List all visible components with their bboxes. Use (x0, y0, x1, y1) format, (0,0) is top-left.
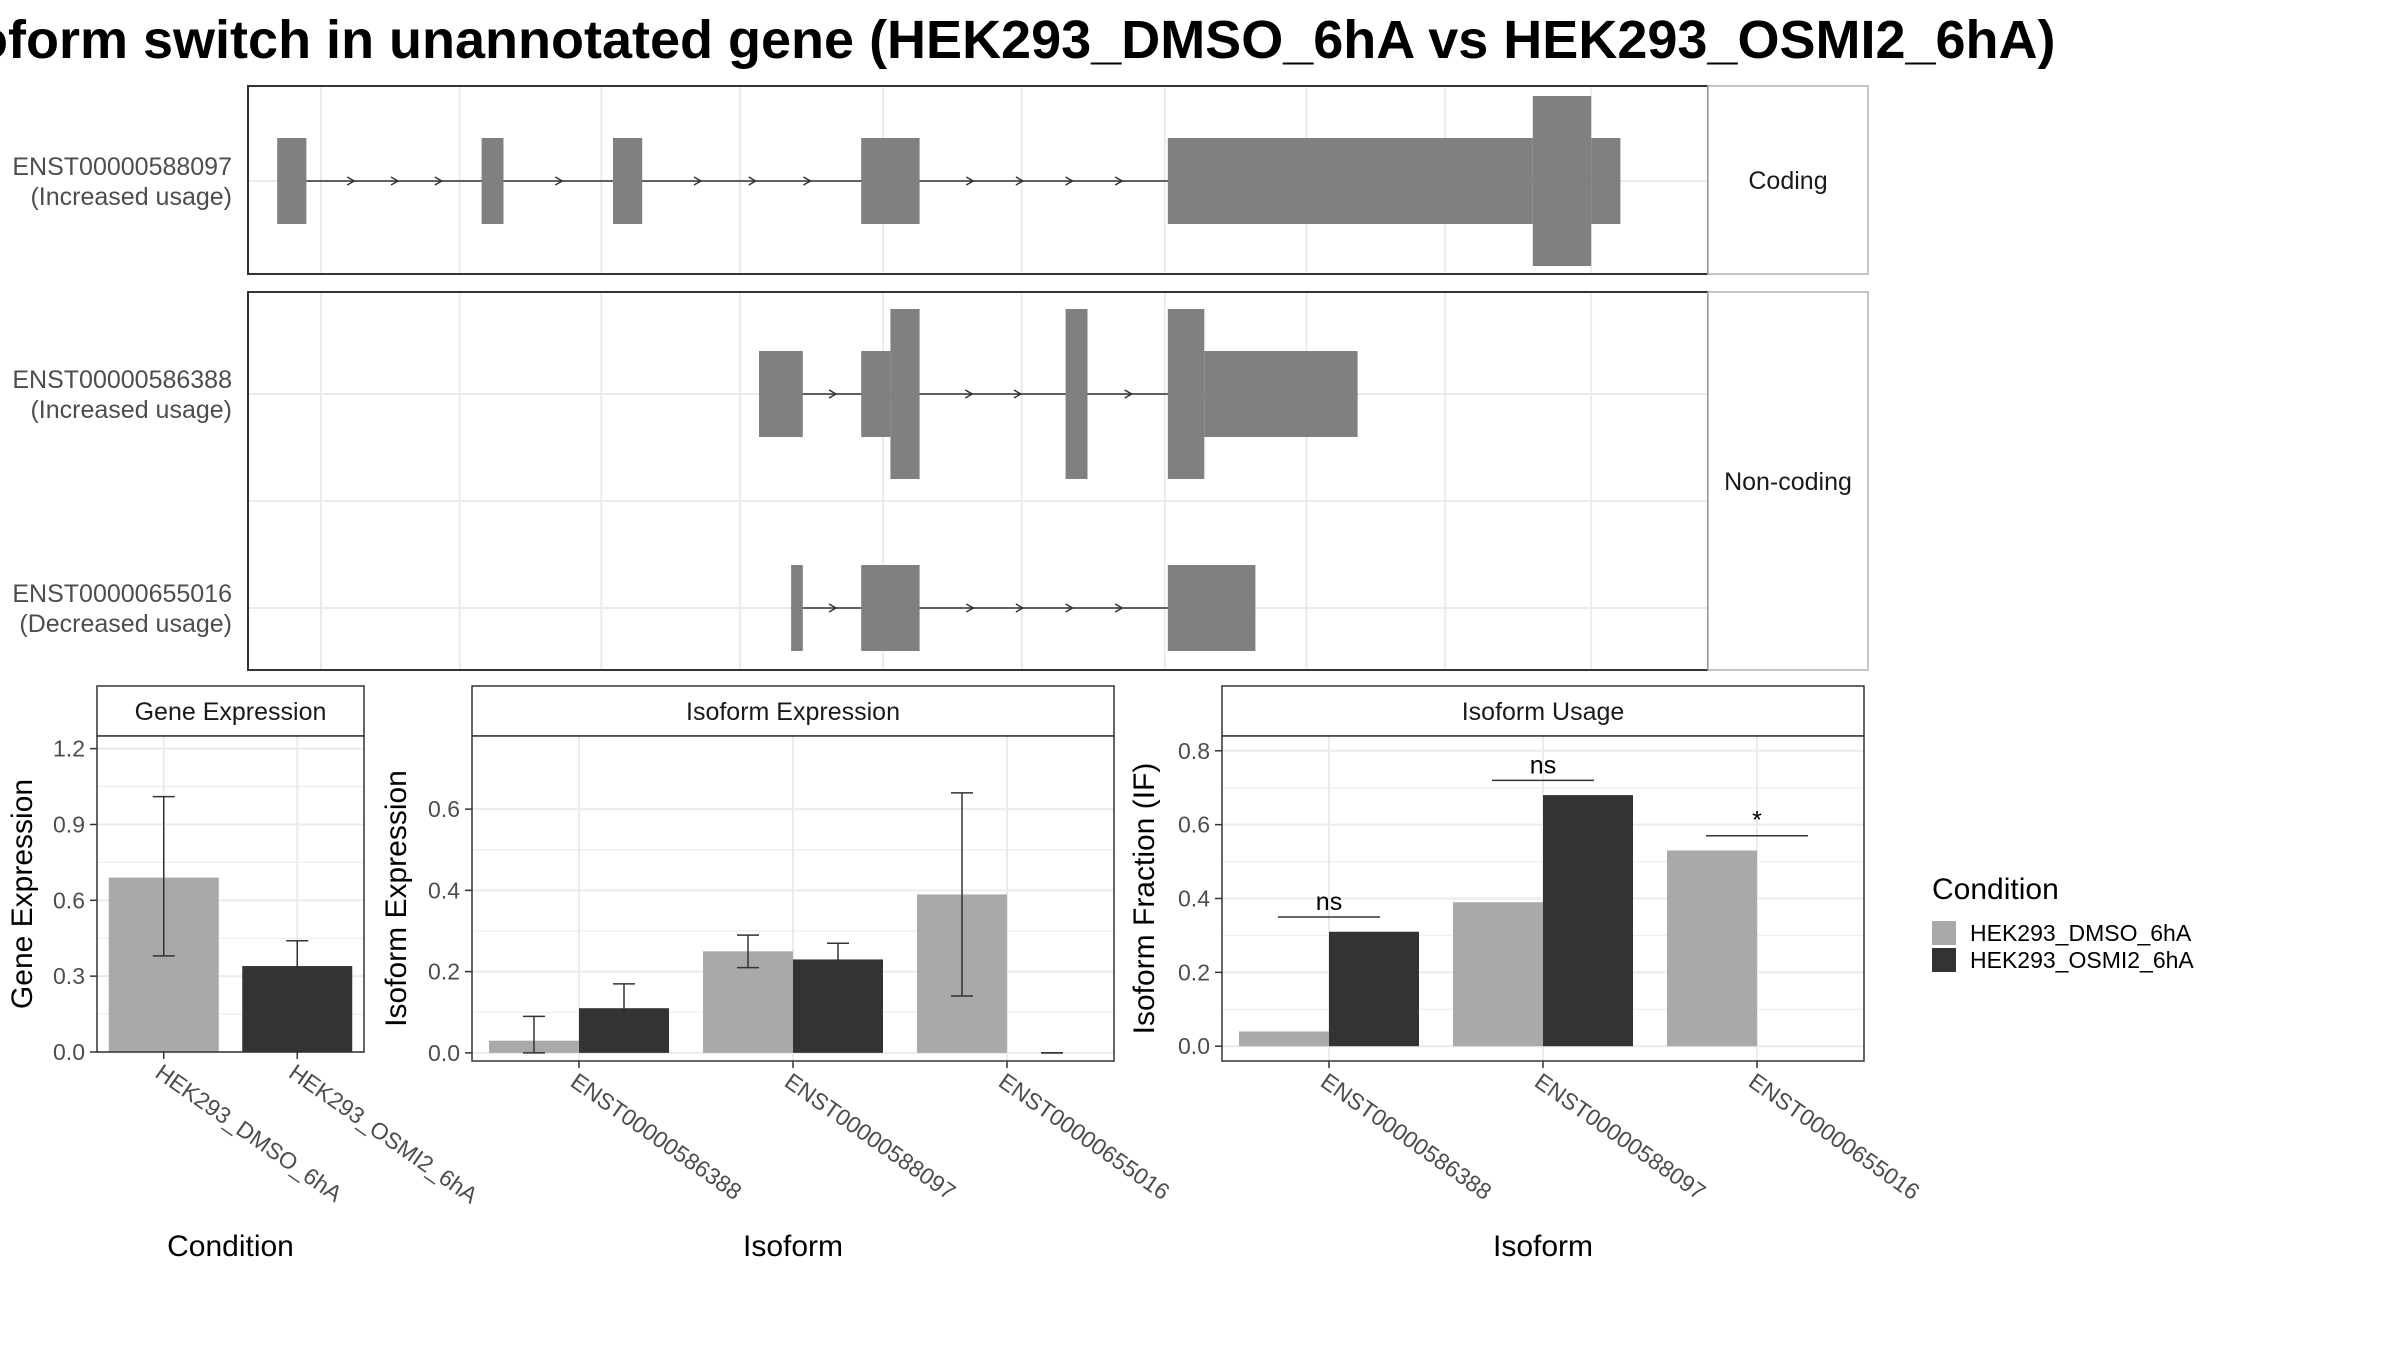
exon (277, 138, 307, 224)
y-tick-label: 0.0 (1178, 1033, 1210, 1059)
plot-border (96, 735, 365, 1053)
intron-arrow (390, 176, 400, 186)
legend-label: HEK293_DMSO_6hA (1970, 920, 2192, 946)
panel-title: Gene Expression (135, 698, 327, 726)
y-tick-label: 0.0 (428, 1040, 460, 1066)
exon (1167, 309, 1205, 479)
exon (1591, 138, 1621, 224)
panel-strip (96, 685, 365, 737)
y-tick-label: 1.2 (53, 736, 85, 762)
significance-label: ns (1316, 888, 1342, 916)
intron-arrow (1065, 603, 1075, 613)
intron-arrow (828, 389, 838, 399)
intron-arrow (1015, 176, 1025, 186)
isoform-expression-panel: Isoform Expression 0.0 0.2 0.4 0.6 ENST000005… (380, 685, 1175, 1263)
transcript-usage-label: (Increased usage) (30, 183, 232, 211)
y-axis-label: Gene Expression (6, 779, 39, 1009)
transcript-usage-label: (Decreased usage) (19, 610, 232, 638)
exon (791, 565, 803, 651)
exon (613, 138, 643, 224)
transcript-structure-panel: ENST00000588097(Increased usage)CodingEN… (12, 85, 1869, 671)
intron-arrow (964, 389, 974, 399)
bar-dmso (1453, 902, 1543, 1047)
exon (1167, 138, 1533, 224)
intron-arrow (1114, 603, 1124, 613)
y-tick-label: 0.2 (1178, 959, 1210, 985)
y-tick-label: 0.2 (428, 959, 460, 985)
transcript-id-label: ENST00000655016 (12, 580, 232, 608)
intron-arrow (1013, 389, 1023, 399)
facet-label: Non-coding (1724, 468, 1852, 496)
x-axis-label: Isoform (743, 1230, 843, 1263)
panel-strip (471, 685, 1115, 737)
x-tick-label: ENST00000655016 (1744, 1068, 1924, 1205)
y-tick-label: 0.4 (428, 877, 460, 903)
intron-arrow (748, 176, 758, 186)
panel-title: Isoform Expression (686, 698, 900, 726)
intron-arrow (803, 176, 812, 186)
panel-title: Isoform Usage (1462, 698, 1625, 726)
chart-title: Isoform switch in unannotated gene (HEK2… (0, 10, 2056, 70)
x-tick-label: ENST00000655016 (994, 1068, 1174, 1205)
y-axis-label: Isoform Fraction (IF) (1128, 763, 1161, 1035)
x-tick-label: ENST00000588097 (780, 1068, 960, 1205)
x-tick-label: ENST00000588097 (1530, 1068, 1710, 1205)
y-tick-label: 0.6 (53, 887, 85, 913)
exon (481, 138, 504, 224)
intron-arrow (965, 176, 975, 186)
significance-label: * (1752, 807, 1762, 835)
exon (1532, 96, 1592, 266)
transcript-usage-label: (Increased usage) (30, 396, 232, 424)
intron-arrow (693, 176, 703, 186)
y-tick-label: 0.0 (53, 1039, 85, 1065)
y-tick-label: 0.3 (53, 963, 85, 989)
exon (1065, 309, 1088, 479)
significance-label: ns (1530, 751, 1556, 779)
facet-strip (1707, 85, 1869, 275)
bar-dmso (1667, 850, 1757, 1047)
intron-arrow (965, 603, 975, 613)
intron-arrow (1065, 176, 1075, 186)
legend-title: Condition (1932, 873, 2059, 906)
transcript-id-label: ENST00000586388 (12, 366, 232, 394)
bar-osmi (1543, 795, 1633, 1047)
intron-arrow (1124, 389, 1134, 399)
intron-arrow (1114, 176, 1124, 186)
panel-strip (1221, 685, 1865, 737)
transcript-id-label: ENST00000588097 (12, 153, 232, 181)
intron-arrow (554, 176, 564, 186)
y-tick-label: 0.8 (1178, 738, 1210, 764)
y-axis-label: Isoform Expression (380, 770, 413, 1027)
x-tick-label: ENST00000586388 (1316, 1068, 1496, 1205)
intron-arrow (1015, 603, 1025, 613)
intron-arrow (434, 176, 444, 186)
x-tick-label: ENST00000586388 (566, 1068, 746, 1205)
isoform-usage-panel: Isoform Usage 0.0 0.2 0.4 0.6 0.8 ns ns * ENST000… (1128, 685, 1925, 1263)
bar-dmso (1239, 1031, 1329, 1047)
exon (861, 565, 920, 651)
legend-swatch (1932, 921, 1956, 945)
bar-osmi (1329, 931, 1419, 1047)
y-tick-label: 0.6 (428, 796, 460, 822)
facet-label: Coding (1748, 167, 1827, 195)
exon (861, 138, 920, 224)
facet-strip (1707, 291, 1869, 671)
legend-swatch (1932, 948, 1956, 972)
x-axis-label: Isoform (1493, 1230, 1593, 1263)
intron-arrow (828, 603, 838, 613)
exon (890, 309, 920, 479)
structure-panel-bg (248, 292, 1708, 670)
y-tick-label: 0.9 (53, 811, 85, 837)
exon (1204, 351, 1358, 437)
legend-label: HEK293_OSMI2_6hA (1970, 947, 2194, 973)
exon (759, 351, 803, 437)
intron-arrow (346, 176, 356, 186)
y-tick-label: 0.6 (1178, 812, 1210, 838)
exon (861, 351, 891, 437)
y-tick-label: 0.4 (1178, 886, 1210, 912)
exon (1167, 565, 1256, 651)
x-axis-label: Condition (167, 1230, 294, 1263)
